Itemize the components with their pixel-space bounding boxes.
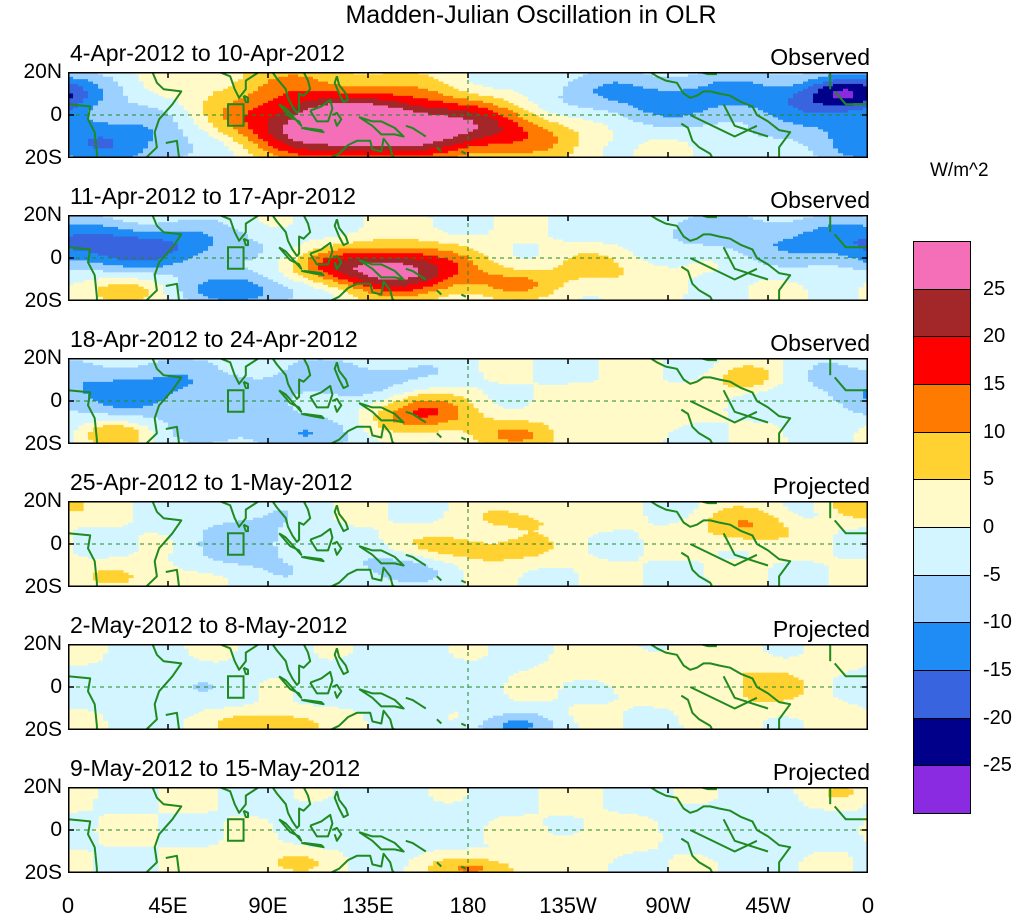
x-tick-label: 45W	[745, 893, 790, 919]
y-tick-label: 20N	[0, 61, 62, 83]
y-tick-label: 20N	[0, 490, 62, 512]
olr-anomaly-map	[68, 501, 868, 587]
panel-status: Observed	[770, 187, 870, 213]
colorbar-swatch	[913, 479, 971, 528]
map-panel: 11-Apr-2012 to 17-Apr-2012 Observed 20N 0 20…	[0, 183, 880, 325]
coastlines	[68, 501, 868, 587]
map-panel: 9-May-2012 to 15-May-2012 Projected 20N 0 20…	[0, 755, 880, 897]
coastlines	[68, 358, 868, 444]
x-tick-label: 0	[62, 893, 74, 919]
panel-date-range: 11-Apr-2012 to 17-Apr-2012	[70, 183, 356, 209]
map-frame	[68, 644, 868, 730]
colorbar-label: 0	[983, 516, 994, 538]
colorbar-label: 10	[983, 421, 1005, 443]
map-frame	[68, 787, 868, 873]
anomaly-field	[68, 644, 868, 730]
panel-date-range: 2-May-2012 to 8-May-2012	[70, 612, 347, 638]
anomaly-field	[68, 72, 868, 158]
y-tick-label: 0	[0, 104, 62, 126]
x-tick-label: 180	[450, 893, 487, 919]
panel-status: Projected	[773, 616, 870, 642]
x-tick-label: 135W	[539, 893, 596, 919]
panel-date-range: 9-May-2012 to 15-May-2012	[70, 755, 360, 781]
colorbar-swatch	[913, 670, 971, 719]
coastlines	[68, 644, 868, 730]
y-tick-label: 20N	[0, 347, 62, 369]
panel-status: Projected	[773, 759, 870, 785]
map-panel: 4-Apr-2012 to 10-Apr-2012 Observed 20N 0 20S	[0, 40, 880, 182]
anomaly-field	[68, 358, 868, 444]
colorbar: 25 20 15 10 5 0 -5 -10 -15 -20 -25	[913, 241, 1012, 814]
map-frame	[68, 501, 868, 587]
panel-status: Observed	[770, 44, 870, 70]
panel-date-range: 4-Apr-2012 to 10-Apr-2012	[70, 40, 345, 66]
olr-anomaly-map	[68, 787, 868, 873]
y-tick-label: 20N	[0, 776, 62, 798]
chart-title: Madden-Julian Oscillation in OLR	[0, 0, 1021, 30]
colorbar-label: 15	[983, 373, 1005, 395]
panel-status: Projected	[773, 473, 870, 499]
axis-ticks	[68, 72, 868, 158]
colorbar-swatch	[913, 574, 971, 624]
olr-anomaly-map	[68, 358, 868, 444]
colorbar-swatch	[913, 384, 971, 433]
colorbar-swatch	[913, 527, 971, 576]
y-tick-label: 0	[0, 247, 62, 269]
map-panel: 2-May-2012 to 8-May-2012 Projected 20N 0 20S	[0, 612, 880, 754]
y-tick-label: 0	[0, 819, 62, 841]
y-tick-label: 0	[0, 533, 62, 555]
map-panel: 18-Apr-2012 to 24-Apr-2012 Observed 20N 0 20…	[0, 326, 880, 468]
colorbar-units-label: W/m^2	[930, 160, 989, 182]
colorbar-swatch	[913, 431, 971, 481]
coastlines	[68, 215, 868, 301]
colorbar-swatch	[913, 622, 971, 671]
colorbar-swatch	[913, 765, 971, 814]
panel-date-range: 18-Apr-2012 to 24-Apr-2012	[70, 326, 358, 352]
y-tick-label: 20S	[0, 147, 62, 169]
x-tick-label: 135E	[342, 893, 393, 919]
coastlines	[68, 787, 868, 873]
y-tick-label: 0	[0, 676, 62, 698]
y-tick-label: 20S	[0, 290, 62, 312]
x-tick-label: 90W	[645, 893, 690, 919]
x-tick-label: 45E	[148, 893, 187, 919]
coastlines	[68, 72, 868, 158]
colorbar-label: -25	[983, 754, 1012, 776]
panel-status: Observed	[770, 330, 870, 356]
x-tick-label: 0	[862, 893, 874, 919]
panel-date-range: 25-Apr-2012 to 1-May-2012	[70, 469, 353, 495]
map-panel: 25-Apr-2012 to 1-May-2012 Projected 20N 0 20…	[0, 469, 880, 611]
colorbar-label: -10	[983, 611, 1012, 633]
map-frame	[68, 215, 868, 301]
x-axis: 0 45E 90E 135E 180 135W 90W 45W 0	[0, 893, 900, 920]
colorbar-swatch	[913, 336, 971, 385]
olr-anomaly-map	[68, 215, 868, 301]
y-tick-label: 20N	[0, 204, 62, 226]
anomaly-field	[68, 787, 868, 873]
colorbar-swatch	[913, 717, 971, 767]
colorbar-label: 5	[983, 468, 994, 490]
y-tick-label: 0	[0, 390, 62, 412]
colorbar-swatch	[913, 241, 971, 290]
colorbar-label: 20	[983, 325, 1005, 347]
y-tick-label: 20N	[0, 633, 62, 655]
x-tick-label: 90E	[248, 893, 287, 919]
y-tick-label: 20S	[0, 862, 62, 884]
y-tick-label: 20S	[0, 719, 62, 741]
colorbar-label: -20	[983, 707, 1012, 729]
y-tick-label: 20S	[0, 433, 62, 455]
y-tick-label: 20S	[0, 576, 62, 598]
colorbar-swatch	[913, 288, 971, 338]
colorbar-label: 25	[983, 278, 1005, 300]
map-frame	[68, 358, 868, 444]
olr-anomaly-map	[68, 72, 868, 158]
olr-anomaly-map	[68, 644, 868, 730]
colorbar-label: -15	[983, 659, 1012, 681]
colorbar-label: -5	[983, 564, 1001, 586]
map-frame	[68, 72, 868, 158]
